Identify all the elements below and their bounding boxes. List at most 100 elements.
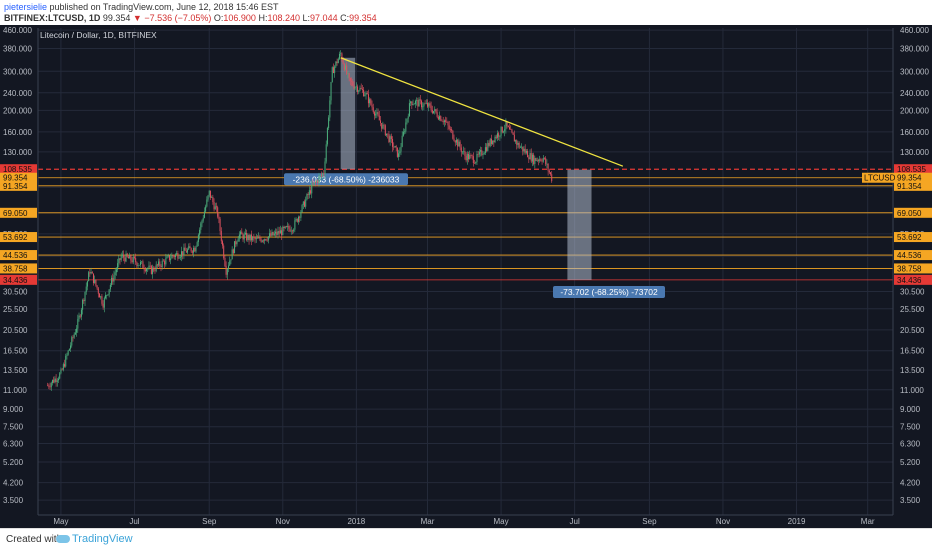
candle-body <box>200 223 202 230</box>
price-change: ▼ −7.536 (−7.05%) <box>132 13 212 23</box>
candle-body <box>64 364 66 367</box>
candle-body <box>332 67 334 74</box>
y-tick-label-right: 25.500 <box>900 305 925 314</box>
candle-body <box>193 248 195 253</box>
x-tick-label: 2019 <box>788 517 806 526</box>
level-tag-label: 44.536 <box>897 251 922 260</box>
candle-body <box>434 109 436 112</box>
candle-body <box>281 230 283 236</box>
candle-body <box>60 369 62 374</box>
candle-body <box>65 355 67 367</box>
candle-body <box>172 255 174 257</box>
candle-body <box>197 234 199 243</box>
candle-body <box>166 256 168 259</box>
candle-body <box>78 315 80 320</box>
candle-body <box>80 309 82 317</box>
candle-body <box>235 241 237 245</box>
candle-body <box>105 295 107 299</box>
candle-body <box>278 230 280 234</box>
candle-body <box>317 180 319 184</box>
level-tag-label: 53.692 <box>897 233 922 242</box>
candle-body <box>138 264 140 266</box>
candle-body <box>185 250 187 253</box>
candle-body <box>490 138 492 144</box>
candle-body <box>111 277 113 285</box>
level-tag <box>0 232 37 243</box>
candle-body <box>394 146 396 148</box>
candle-body <box>517 142 519 145</box>
candle-body <box>49 386 51 388</box>
candle-body <box>121 254 123 256</box>
candle-body <box>530 153 532 162</box>
candle-body <box>420 100 422 108</box>
candle-body <box>418 99 420 107</box>
candle-body <box>463 151 465 152</box>
candle-body <box>307 194 309 195</box>
candle-body <box>155 264 157 271</box>
candle-body <box>369 99 371 104</box>
candle-body <box>196 242 198 247</box>
candle-body <box>343 63 345 70</box>
candle-body <box>480 150 482 152</box>
candle-body <box>218 216 220 219</box>
candle-body <box>187 249 189 253</box>
candle-body <box>253 236 255 238</box>
candle-body <box>264 239 266 241</box>
candle-body <box>474 162 476 164</box>
candle-body <box>305 199 307 207</box>
candle-body <box>501 126 503 133</box>
candle-body <box>288 226 290 229</box>
candle-body <box>294 220 296 230</box>
candle-body <box>528 157 530 160</box>
candle-body <box>222 241 224 246</box>
level-tag <box>894 172 932 183</box>
candle-body <box>348 73 350 78</box>
candle-body <box>77 319 79 329</box>
candle-body <box>389 136 391 143</box>
candle-body <box>365 93 367 95</box>
candle-body <box>150 265 152 275</box>
candle-body <box>507 126 509 128</box>
candle-body <box>271 231 273 236</box>
level-tag-label: 108.535 <box>897 165 926 174</box>
candle-body <box>289 228 291 232</box>
candle-body <box>310 190 312 194</box>
candle-body <box>249 234 251 241</box>
chart-grid <box>38 28 893 515</box>
candle-body <box>154 270 156 272</box>
trendline-layer[interactable] <box>340 57 624 167</box>
candle-body <box>275 231 277 234</box>
candle-body <box>164 261 166 265</box>
candle-body <box>375 113 377 116</box>
publish-line: pietersielie published on TradingView.co… <box>4 2 279 12</box>
candle-body <box>522 146 524 152</box>
measure-label: -73.702 (-68.25%) -73702 <box>560 287 658 297</box>
candle-body <box>220 231 222 242</box>
candle-body <box>88 272 90 282</box>
candle-body <box>320 175 322 176</box>
candle-body <box>183 247 185 256</box>
candle-body <box>140 262 142 265</box>
candle-body <box>487 142 489 151</box>
y-tick-label-left: 4.200 <box>3 479 24 488</box>
candle-body <box>243 234 245 240</box>
tradingview-brand-link[interactable]: TradingView <box>72 533 133 545</box>
candle-body <box>260 239 262 242</box>
candle-body <box>525 151 527 153</box>
level-tag-label: 69.050 <box>3 209 28 218</box>
candle-body <box>406 118 408 123</box>
candle-body <box>481 150 483 156</box>
candle-body <box>539 159 541 161</box>
candle-body <box>143 267 145 270</box>
candle-body <box>112 277 114 282</box>
candle-body <box>543 157 545 159</box>
candle-body <box>386 133 388 136</box>
candle-body <box>213 202 215 210</box>
candle-body <box>384 125 386 136</box>
price-chart[interactable]: -236.033 (-68.50%) -236033 -73.702 (-68.2… <box>0 25 932 528</box>
candle-body <box>500 126 502 136</box>
level-tag <box>894 250 932 261</box>
candle-body <box>191 251 193 253</box>
candle-body <box>95 279 97 286</box>
author-link[interactable]: pietersielie <box>4 2 48 12</box>
